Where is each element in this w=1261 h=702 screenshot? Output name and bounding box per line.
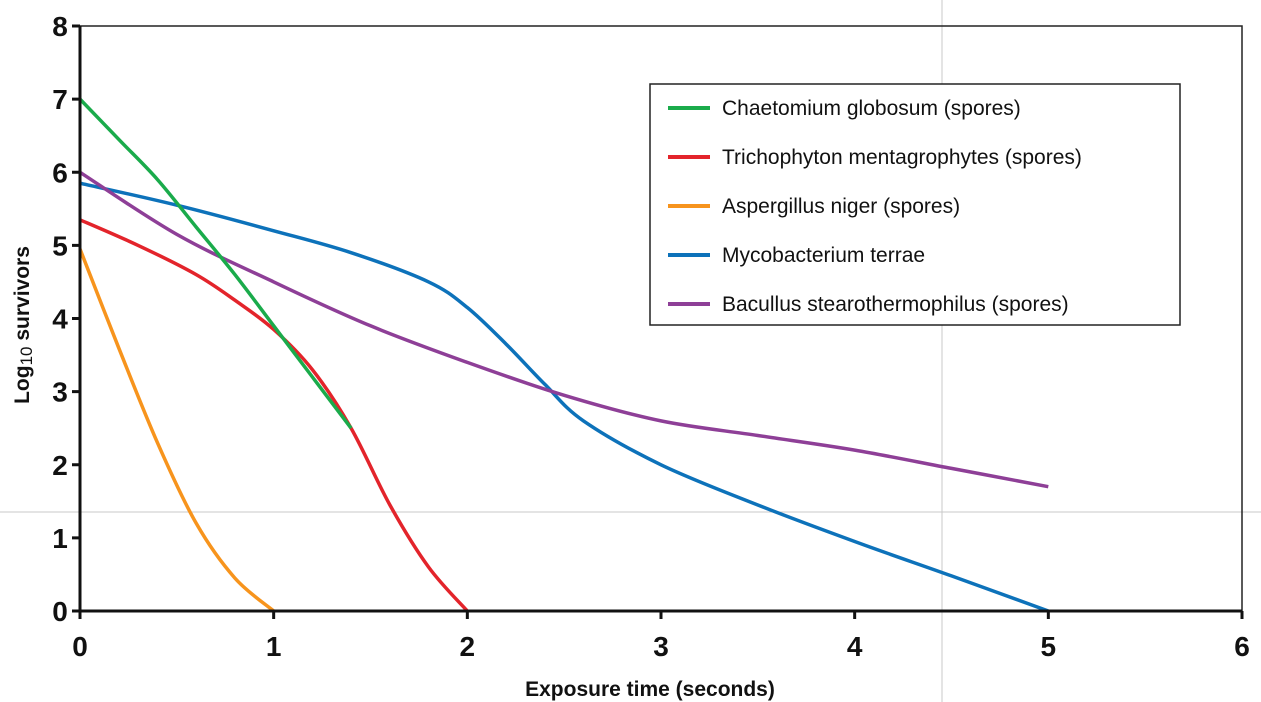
legend: Chaetomium globosum (spores) Trichophyton… (649, 83, 1181, 326)
y-axis-title-subscript: 10 (17, 346, 36, 365)
legend-label: Mycobacterium terrae (722, 244, 925, 267)
y-tick-label: 1 (52, 523, 68, 554)
legend-items: Chaetomium globosum (spores) Trichophyton… (668, 97, 1082, 316)
x-tick-label: 6 (1234, 631, 1250, 662)
legend-label: Trichophyton mentagrophytes (spores) (722, 146, 1082, 169)
x-tick-label: 1 (266, 631, 282, 662)
y-tick-labels: 0 1 2 3 4 5 6 7 8 (52, 11, 68, 627)
y-axis-title-log: Log (11, 365, 34, 403)
series-line (79, 170, 1049, 489)
y-tick-label: 5 (52, 230, 68, 261)
series-layer (78, 97, 1049, 613)
x-tick-label: 0 (72, 631, 88, 662)
legend-label: Aspergillus niger (spores) (722, 195, 960, 218)
y-tick-label: 2 (52, 450, 68, 481)
y-tick-label: 7 (52, 84, 68, 115)
x-axis-title: Exposure time (seconds) (525, 678, 775, 701)
x-tick-label: 5 (1041, 631, 1057, 662)
series-line (79, 218, 469, 613)
x-tick-label: 3 (653, 631, 669, 662)
y-tick-label: 3 (52, 377, 68, 408)
x-tick-label: 2 (460, 631, 476, 662)
x-tick-labels: 0 1 2 3 4 5 6 (72, 631, 1250, 662)
y-tick-label: 6 (52, 157, 68, 188)
series-line (78, 248, 275, 613)
y-axis-title: Log10 survivors (11, 246, 36, 404)
y-tick-label: 8 (52, 11, 68, 42)
legend-box (649, 83, 1181, 326)
legend-label: Chaetomium globosum (spores) (722, 97, 1021, 120)
y-axis-title-rest: survivors (11, 246, 34, 346)
y-tick-label: 4 (52, 304, 68, 335)
series-line (78, 97, 353, 430)
series-line (79, 181, 1049, 613)
y-tick-label: 0 (52, 596, 68, 627)
legend-label: Bacullus stearothermophilus (spores) (722, 293, 1069, 316)
x-tick-label: 4 (847, 631, 863, 662)
